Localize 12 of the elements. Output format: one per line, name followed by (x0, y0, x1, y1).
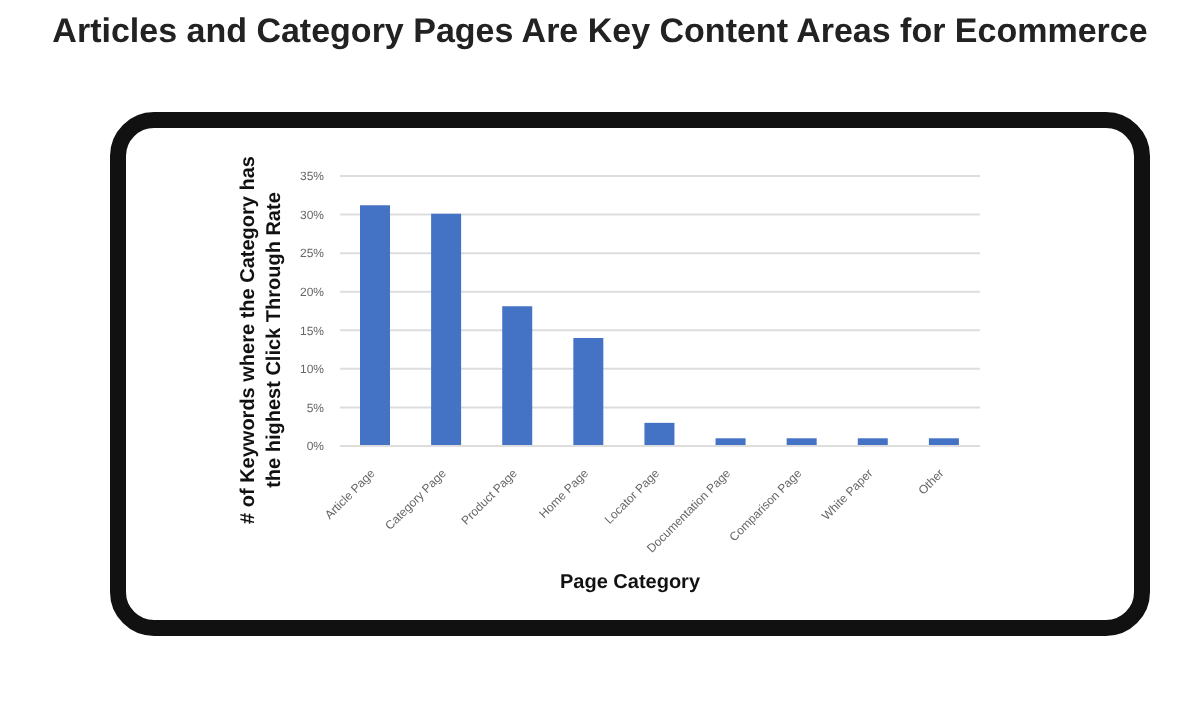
bar (573, 338, 604, 446)
bar (431, 213, 462, 446)
bar (715, 438, 746, 446)
bar (857, 438, 888, 446)
y-axis-title: # of Keywords where the Category has the highest Click Through Rate (238, 156, 286, 524)
bar (786, 438, 817, 446)
x-axis-title: Page Category (557, 572, 703, 594)
chart-title: Articles and Category Pages Are Key Content Areas for Ecommerce (50, 12, 1150, 52)
bar (928, 438, 959, 446)
bar (502, 306, 533, 446)
bar (360, 205, 390, 446)
bar (644, 422, 675, 446)
